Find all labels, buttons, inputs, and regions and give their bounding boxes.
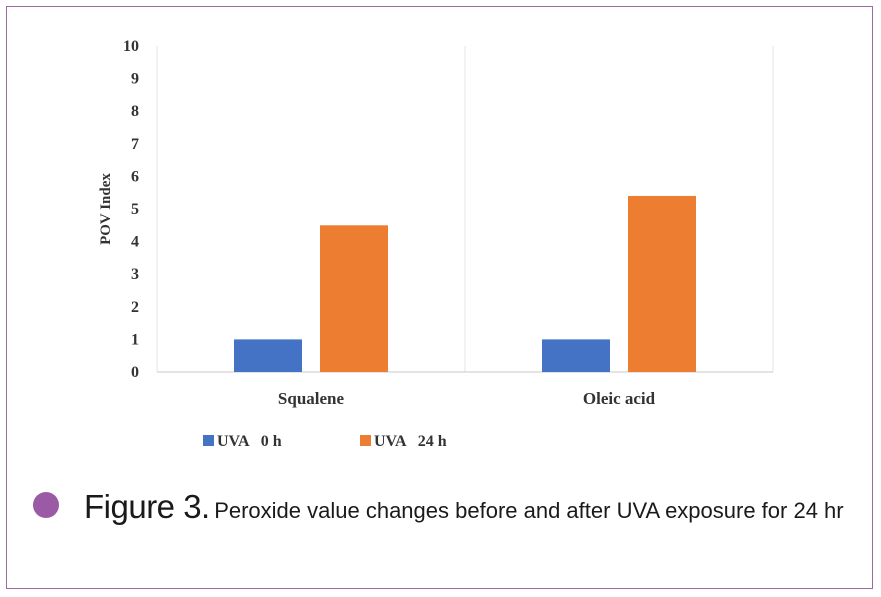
bar-oleic-acid-series-1 bbox=[628, 195, 696, 372]
y-axis-label: POV Index bbox=[98, 173, 114, 245]
figure-frame bbox=[6, 6, 873, 589]
legend-label: UVA 0 h bbox=[217, 433, 282, 450]
y-tick-label: 3 bbox=[131, 266, 139, 283]
legend-swatch bbox=[203, 435, 214, 446]
y-tick-label: 0 bbox=[131, 364, 139, 381]
caption-bullet bbox=[33, 492, 59, 518]
y-tick-label: 6 bbox=[131, 168, 139, 185]
bar-squalene-series-1 bbox=[320, 225, 388, 372]
legend-label: UVA 24 h bbox=[374, 433, 447, 450]
x-axis-labels: Squalene Oleic acid bbox=[278, 389, 656, 408]
figure-label: Figure 3. bbox=[84, 488, 210, 525]
y-tick-label: 1 bbox=[131, 331, 139, 348]
category-dividers bbox=[156, 46, 774, 372]
bars bbox=[234, 195, 696, 372]
y-tick-label: 2 bbox=[131, 299, 139, 316]
y-tick-label: 8 bbox=[131, 103, 139, 120]
y-tick-label: 10 bbox=[123, 38, 139, 55]
x-tick-label: Squalene bbox=[278, 389, 345, 408]
legend-swatch bbox=[360, 435, 371, 446]
bar-oleic-acid-series-0 bbox=[542, 339, 610, 372]
y-tick-label: 7 bbox=[131, 136, 139, 153]
y-tick-label: 9 bbox=[131, 71, 139, 88]
x-tick-label: Oleic acid bbox=[583, 389, 656, 408]
figure-caption: Figure 3. Peroxide value changes before … bbox=[84, 486, 844, 527]
caption-text: Peroxide value changes before and after … bbox=[214, 498, 844, 523]
y-axis-ticks: 0 1 2 3 4 5 6 7 8 9 10 bbox=[123, 38, 139, 381]
y-tick-label: 4 bbox=[131, 234, 139, 251]
legend: UVA 0 h UVA 24 h bbox=[203, 433, 447, 450]
bar-squalene-series-0 bbox=[234, 339, 302, 372]
bar-chart: 0 1 2 3 4 5 6 7 8 9 10 Squalene Oleic acid POV Inde… bbox=[98, 38, 774, 450]
y-tick-label: 5 bbox=[131, 201, 139, 218]
